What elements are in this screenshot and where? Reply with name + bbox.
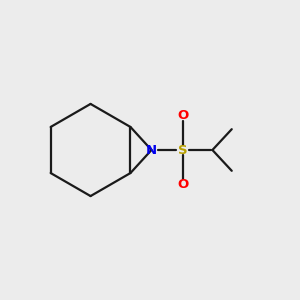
Text: O: O (177, 109, 188, 122)
Text: N: N (146, 143, 157, 157)
Text: S: S (178, 143, 188, 157)
Text: O: O (177, 178, 188, 191)
